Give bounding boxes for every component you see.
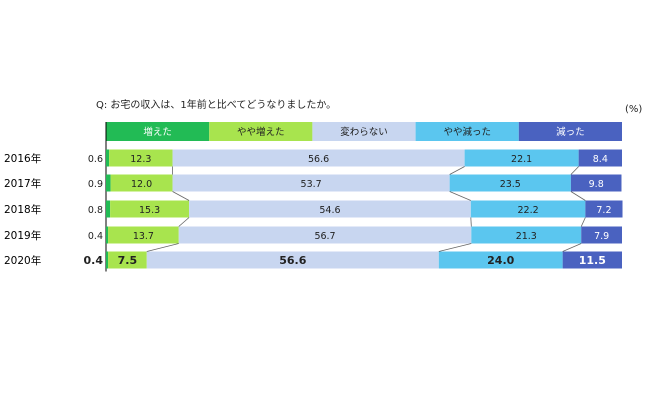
bar-segment-4-0 xyxy=(106,251,109,269)
connector-3-4 xyxy=(562,243,582,252)
data-label-1-3: 23.5 xyxy=(500,179,521,190)
bar-segment-3-2 xyxy=(178,226,472,244)
bar-segment-1-2 xyxy=(172,174,450,192)
bar-segment-0-0 xyxy=(106,149,110,167)
legend: 増えた やや増えた 変わらない やや減った 減った xyxy=(106,122,622,141)
legend-label-2: 変わらない xyxy=(340,126,388,138)
bar-row-2: 0.8 15.3 54.6 22.2 7.2 xyxy=(88,200,623,218)
bar-row-0: 0.6 12.3 56.6 22.1 8.4 xyxy=(88,149,622,167)
data-label-0-4: 8.4 xyxy=(593,154,608,165)
data-label-4-1: 7.5 xyxy=(118,254,138,267)
bar-segment-0-1 xyxy=(109,149,173,167)
bar-segment-2-1 xyxy=(110,200,190,218)
category-label-1: 2017年 xyxy=(4,177,41,190)
bar-segment-3-0 xyxy=(106,226,109,244)
data-label-2-2: 54.6 xyxy=(319,205,340,216)
connector-3-3 xyxy=(438,243,472,252)
bar-segment-2-2 xyxy=(189,200,471,218)
category-label-4: 2020年 xyxy=(4,254,41,267)
bar-segment-3-1 xyxy=(108,226,179,244)
bar-segment-4-1 xyxy=(108,251,147,269)
bar-segment-4-3 xyxy=(438,251,563,269)
data-label-4-4: 11.5 xyxy=(579,254,606,267)
bar-segment-1-3 xyxy=(449,174,571,192)
data-label-3-0: 0.4 xyxy=(88,231,103,242)
bar-segment-2-0 xyxy=(106,200,111,218)
legend-label-0: 増えた xyxy=(143,126,172,138)
data-label-2-1: 15.3 xyxy=(139,205,160,216)
legend-label-3: やや減った xyxy=(443,126,491,138)
legend-swatch-0 xyxy=(106,122,210,141)
data-label-3-1: 13.7 xyxy=(133,231,154,242)
data-label-4-0: 0.4 xyxy=(84,254,104,267)
connector-0-3 xyxy=(449,166,465,175)
bar-segment-2-3 xyxy=(470,200,586,218)
connector-0-4 xyxy=(570,166,579,175)
connector-1-3 xyxy=(449,191,471,201)
data-label-1-2: 53.7 xyxy=(301,179,322,190)
connector-3-2 xyxy=(146,243,179,252)
data-label-2-3: 22.2 xyxy=(518,205,539,216)
bar-segment-0-2 xyxy=(172,149,465,167)
data-label-4-2: 56.6 xyxy=(279,254,306,267)
data-label-1-1: 12.0 xyxy=(131,179,152,190)
bar-row-3: 0.4 13.7 56.7 21.3 7.9 xyxy=(88,226,622,244)
bar-row-4: 0.4 7.5 56.6 24.0 11.5 xyxy=(84,251,622,269)
bar-segment-3-3 xyxy=(471,226,582,244)
legend-swatch-4 xyxy=(518,122,622,141)
data-label-2-0: 0.8 xyxy=(88,205,103,216)
connector-1-4 xyxy=(570,191,586,201)
bar-row-1: 0.9 12.0 53.7 23.5 9.8 xyxy=(88,174,622,192)
data-label-4-3: 24.0 xyxy=(487,254,514,267)
data-label-0-1: 12.3 xyxy=(130,154,151,165)
legend-swatch-3 xyxy=(415,122,519,141)
bar-segment-0-3 xyxy=(464,149,579,167)
data-label-0-2: 56.6 xyxy=(308,154,329,165)
bar-segment-4-4 xyxy=(562,251,622,269)
category-label-2: 2018年 xyxy=(4,203,41,216)
bar-segment-1-4 xyxy=(570,174,622,192)
connector-1-2 xyxy=(172,191,190,201)
data-label-3-3: 21.3 xyxy=(516,231,537,242)
legend-label-1: やや増えた xyxy=(237,126,285,138)
connector-2-2 xyxy=(178,217,190,227)
data-label-0-0: 0.6 xyxy=(88,154,103,165)
legend-swatch-2 xyxy=(312,122,416,141)
connector-lines xyxy=(146,166,586,252)
question-text: Q: お宅の収入は、1年前と比べてどうなりましたか。 xyxy=(96,100,337,111)
data-label-0-3: 22.1 xyxy=(511,154,532,165)
bar-segment-2-4 xyxy=(585,200,623,218)
data-label-1-4: 9.8 xyxy=(589,179,604,190)
category-label-3: 2019年 xyxy=(4,229,41,242)
bar-segment-0-4 xyxy=(578,149,622,167)
legend-swatch-1 xyxy=(209,122,313,141)
category-label-0: 2016年 xyxy=(4,152,41,165)
bar-segment-3-4 xyxy=(581,226,622,244)
connector-2-4 xyxy=(580,217,586,227)
connector-2-3 xyxy=(470,217,472,227)
data-label-3-2: 56.7 xyxy=(314,231,335,242)
legend-label-4: 減った xyxy=(556,126,585,138)
bar-segment-4-2 xyxy=(146,251,439,269)
data-label-2-4: 7.2 xyxy=(596,205,611,216)
bar-segment-1-1 xyxy=(110,174,173,192)
bar-segment-1-0 xyxy=(106,174,111,192)
data-label-1-0: 0.9 xyxy=(88,179,103,190)
data-label-3-4: 7.9 xyxy=(594,231,609,242)
unit-label: (%) xyxy=(625,104,643,115)
